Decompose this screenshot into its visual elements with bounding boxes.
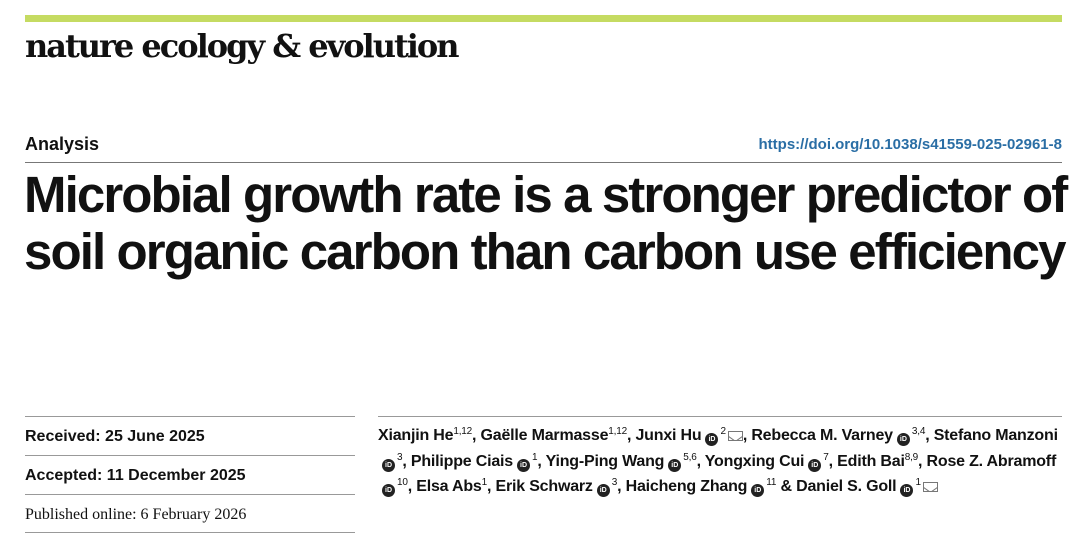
author-separator: , [925,427,934,444]
doi-link[interactable]: https://doi.org/10.1038/s41559-025-02961… [758,136,1063,153]
author-name[interactable]: Daniel S. Goll [796,478,897,495]
author-affiliation[interactable]: 11 [766,477,777,488]
received-date: Received: 25 June 2025 [25,416,355,455]
author-affiliation[interactable]: 8,9 [904,451,919,463]
article-title: Microbial growth rate is a stronger pred… [24,166,1068,280]
author-name[interactable]: Gaëlle Marmasse [480,427,609,444]
author-separator: , [742,427,752,444]
orcid-icon[interactable]: iD [382,484,395,497]
published-date: Published online: 6 February 2026 [25,494,355,533]
author-affiliation[interactable]: 2 [720,426,726,437]
author-separator: , [617,478,626,495]
email-icon[interactable] [922,482,938,492]
author-affiliation[interactable]: 1,12 [453,426,473,437]
author-name[interactable]: Junxi Hu [635,427,702,444]
author-separator: , [537,452,546,470]
orcid-icon[interactable]: iD [896,433,910,446]
orcid-icon[interactable]: iD [705,433,719,446]
header-divider [25,162,1062,163]
author-name[interactable]: Yongxing Cui [704,452,805,470]
author-separator: , [402,452,411,470]
journal-accent-bar [25,15,1062,22]
author-affiliation[interactable]: 1 [481,477,488,488]
orcid-icon[interactable]: iD [900,484,914,497]
orcid-icon[interactable]: iD [596,484,610,497]
author-name[interactable]: Ying-Ping Wang [545,452,665,470]
author-separator: , [407,478,417,495]
journal-name[interactable]: nature ecology & evolution [25,27,459,65]
author-name[interactable]: Elsa Abs [416,478,482,495]
author-name[interactable]: Rose Z. Abramoff [926,452,1057,470]
author-separator: , [696,452,705,470]
author-name[interactable]: Rebecca M. Varney [751,427,893,444]
orcid-icon[interactable]: iD [517,458,530,472]
author-name[interactable]: Edith Bai [837,452,905,470]
orcid-icon[interactable]: iD [808,458,822,472]
email-icon[interactable] [727,431,743,441]
author-separator: , [487,478,496,495]
author-name[interactable]: Stefano Manzoni [933,427,1058,444]
accepted-date: Accepted: 11 December 2025 [25,455,355,494]
author-affiliation[interactable]: 1 [915,477,921,488]
author-affiliation[interactable]: 1 [532,451,538,463]
author-affiliation[interactable]: 7 [823,451,829,463]
author-affiliation[interactable]: 3 [611,477,618,488]
author-affiliation[interactable]: 1,12 [608,426,627,437]
orcid-icon[interactable]: iD [668,458,682,472]
author-affiliation[interactable]: 10 [397,477,408,488]
author-affiliation[interactable]: 3,4 [911,426,926,437]
author-affiliation[interactable]: 5,6 [683,451,697,463]
article-type: Analysis [25,134,100,154]
author-name[interactable]: Philippe Ciais [410,452,513,470]
author-separator: , [626,427,636,444]
orcid-icon[interactable]: iD [751,484,765,497]
author-separator: , [472,427,481,444]
author-separator: , [918,452,927,470]
publication-dates: Received: 25 June 2025 Accepted: 11 Dece… [25,416,355,533]
author-separator: & [776,478,797,495]
author-affiliation[interactable]: 3 [397,451,403,463]
author-list: Xianjin He1,12, Gaëlle Marmasse1,12, Jun… [378,423,1068,500]
author-name[interactable]: Erik Schwarz [495,478,593,495]
author-separator: , [828,452,838,470]
authors-divider [378,416,1062,417]
author-name[interactable]: Haicheng Zhang [625,478,748,495]
orcid-icon[interactable]: iD [382,458,395,472]
author-name[interactable]: Xianjin He [378,427,454,444]
